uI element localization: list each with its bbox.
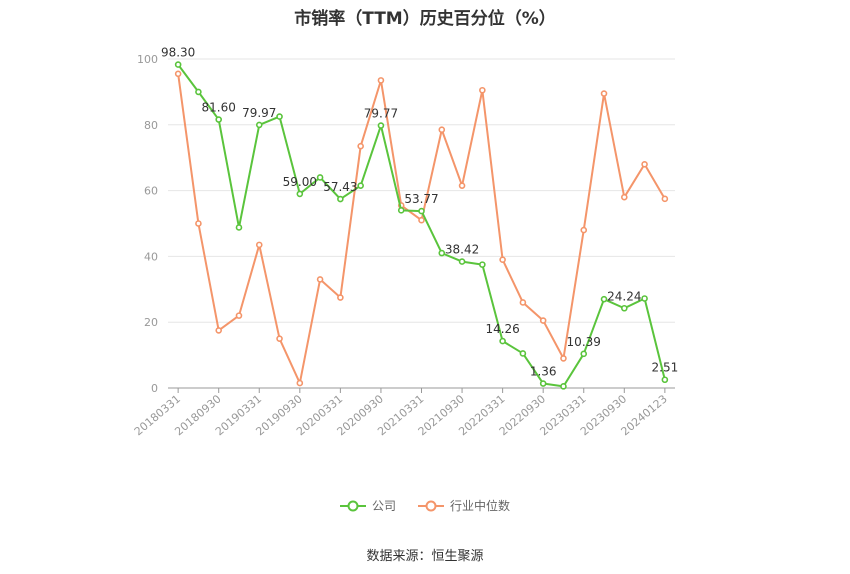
legend-marker-company	[339, 500, 366, 511]
data-point-company	[580, 350, 588, 358]
data-label-company: 79.77	[364, 107, 398, 121]
data-point-company	[316, 174, 324, 181]
legend-item-company[interactable]: 公司	[339, 497, 396, 514]
data-point-industry-median	[235, 312, 243, 319]
data-point-industry-median	[580, 226, 588, 234]
data-point-company	[458, 258, 466, 265]
y-tick-label: 0	[151, 382, 158, 395]
data-point-company	[337, 195, 344, 203]
data-point-company	[235, 224, 243, 231]
data-point-industry-median	[438, 126, 446, 134]
data-point-company	[418, 207, 425, 215]
y-tick-label: 100	[137, 53, 158, 66]
data-point-company	[397, 207, 405, 214]
data-point-company	[276, 113, 283, 120]
data-point-company	[519, 350, 527, 357]
data-point-industry-median	[195, 220, 202, 227]
data-point-industry-median	[316, 276, 324, 283]
chart-title: 市销率（TTM）历史百分位（%）	[294, 9, 556, 29]
data-label-company: 79.97	[242, 106, 276, 120]
data-labels: 98.30 81.60 79.97 59.00 57.43 79.77 53.77 38.42…	[161, 46, 678, 379]
data-point-industry-median	[519, 299, 527, 306]
y-tick-label: 20	[144, 316, 158, 329]
data-point-company	[255, 121, 263, 129]
data-label-company: 57.43	[323, 180, 357, 194]
data-point-company	[661, 376, 669, 384]
data-point-industry-median	[479, 86, 486, 94]
data-point-industry-median	[539, 317, 547, 324]
data-label-company: 53.77	[404, 192, 438, 206]
legend-marker-industry-median	[418, 500, 444, 511]
data-label-company: 81.60	[202, 101, 236, 115]
data-point-industry-median	[377, 77, 385, 84]
data-label-company: 2.51	[652, 361, 679, 375]
data-point-industry-median	[255, 241, 263, 249]
legend-label-company: 公司	[371, 499, 396, 513]
data-label-company: 10.39	[567, 335, 601, 349]
data-point-industry-median	[661, 195, 669, 203]
data-point-industry-median	[620, 193, 628, 201]
data-point-company	[600, 295, 608, 303]
data-point-industry-median	[560, 355, 567, 362]
data-label-company: 38.42	[445, 243, 479, 257]
data-point-company	[377, 122, 385, 129]
data-point-company	[499, 337, 506, 345]
y-tick-label: 40	[144, 250, 158, 263]
legend-label-industry-median: 行业中位数	[450, 499, 511, 513]
data-point-industry-median	[641, 160, 648, 168]
data-point-company	[560, 383, 567, 390]
data-point-company	[215, 116, 222, 123]
y-tick-label: 60	[144, 185, 158, 198]
grid-lines	[168, 58, 675, 323]
data-point-company	[438, 249, 446, 257]
data-point-industry-median	[458, 182, 466, 189]
data-label-company: 59.00	[283, 175, 317, 189]
y-tick-label: 80	[144, 119, 158, 132]
data-point-industry-median	[600, 90, 608, 97]
data-point-company	[195, 88, 202, 96]
data-label-company: 14.26	[485, 322, 519, 336]
data-point-industry-median	[276, 335, 283, 342]
data-point-company	[296, 190, 304, 198]
data-point-company	[620, 304, 628, 312]
series-lines	[174, 61, 669, 390]
data-point-industry-median	[357, 142, 364, 150]
data-point-company	[539, 380, 547, 387]
data-label-company: 24.24	[607, 289, 641, 303]
data-label-company: 1.36	[530, 365, 557, 379]
data-label-company: 98.30	[161, 46, 195, 60]
legend-item-industry-median[interactable]: 行业中位数	[418, 497, 510, 514]
data-point-company	[479, 261, 486, 268]
data-point-company	[174, 61, 182, 68]
data-point-industry-median	[337, 294, 344, 301]
data-point-industry-median	[296, 379, 304, 387]
data-source: 数据来源：恒生聚源	[366, 549, 484, 564]
data-point-industry-median	[215, 327, 222, 334]
data-point-industry-median	[174, 70, 182, 78]
data-point-industry-median	[418, 216, 425, 224]
data-point-company	[357, 182, 364, 189]
legend: 公司 行业中位数	[0, 497, 850, 514]
data-point-company	[641, 295, 648, 302]
data-point-industry-median	[499, 256, 506, 263]
